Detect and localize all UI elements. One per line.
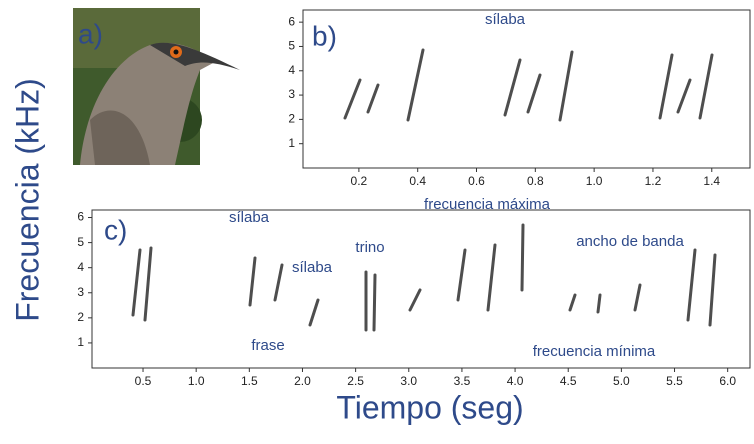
y-tick-label: 6 xyxy=(77,210,84,224)
spectrogram-trace xyxy=(698,53,714,120)
y-tick-label: 3 xyxy=(288,87,295,101)
y-tick-label: 5 xyxy=(77,235,84,249)
annotation: sílaba xyxy=(485,11,526,28)
x-tick-label: 2.5 xyxy=(347,374,364,388)
x-tick-label: 5.5 xyxy=(666,374,683,388)
spectrogram-trace xyxy=(248,256,257,307)
x-tick-label: 0.2 xyxy=(351,174,368,188)
y-tick-label: 2 xyxy=(77,310,84,324)
x-tick-label: 0.8 xyxy=(527,174,544,188)
spectrogram-trace xyxy=(143,246,153,322)
y-axis-label: Frecuencia (kHz) xyxy=(9,78,45,322)
annotation: trino xyxy=(355,239,384,256)
y-tick-label: 5 xyxy=(288,39,295,53)
spectrogram-trace xyxy=(366,83,380,114)
y-tick-label: 1 xyxy=(288,136,295,150)
spectrogram-trace xyxy=(308,298,320,327)
spectrogram-trace xyxy=(526,73,542,114)
bird-photo: a) xyxy=(73,8,240,165)
spectrogram-trace xyxy=(558,50,574,122)
spectrogram-trace xyxy=(676,78,692,114)
spectrogram-trace xyxy=(456,248,467,302)
annotation: frase xyxy=(251,337,284,354)
spectrogram-trace xyxy=(406,48,425,122)
annotation: sílaba xyxy=(229,209,270,226)
x-tick-label: 1.0 xyxy=(586,174,603,188)
y-tick-label: 3 xyxy=(77,285,84,299)
x-tick-label: 6.0 xyxy=(719,374,736,388)
spectrogram-trace xyxy=(708,253,717,327)
x-tick-label: 0.5 xyxy=(135,374,152,388)
spectrogram-trace xyxy=(408,288,422,312)
y-tick-label: 1 xyxy=(77,335,84,349)
annotation: frecuencia máxima xyxy=(424,196,551,213)
x-tick-label: 4.0 xyxy=(507,374,524,388)
spectrogram-trace xyxy=(520,223,525,292)
spectrogram-trace xyxy=(131,248,142,317)
x-tick-label: 2.0 xyxy=(294,374,311,388)
x-tick-label: 5.0 xyxy=(613,374,630,388)
y-tick-label: 4 xyxy=(77,260,84,274)
spectrogram-trace xyxy=(633,283,642,312)
spectrogram-trace xyxy=(343,78,362,120)
x-tick-label: 0.6 xyxy=(468,174,485,188)
x-tick-label: 3.5 xyxy=(454,374,471,388)
x-tick-label: 4.5 xyxy=(560,374,577,388)
x-tick-label: 1.4 xyxy=(703,174,720,188)
plot-frame xyxy=(302,9,751,169)
x-axis-label: Tiempo (seg) xyxy=(336,389,523,425)
panel-label: a) xyxy=(78,18,103,49)
y-tick-label: 4 xyxy=(288,63,295,77)
annotation: frecuencia mínima xyxy=(533,343,656,360)
annotation: sílaba xyxy=(292,259,333,276)
y-tick-label: 2 xyxy=(288,112,295,126)
panel-label: b) xyxy=(312,20,337,51)
spectrogram-trace xyxy=(568,293,577,312)
spectrogram-trace xyxy=(486,243,497,312)
x-tick-label: 1.2 xyxy=(645,174,662,188)
panel-label: c) xyxy=(104,214,127,245)
spectrogram-trace xyxy=(273,263,284,302)
spectrogram-trace xyxy=(686,248,697,322)
x-tick-label: 1.0 xyxy=(188,374,205,388)
y-tick-label: 6 xyxy=(288,14,295,28)
x-tick-label: 0.4 xyxy=(409,174,426,188)
spectrogram-trace xyxy=(596,293,602,314)
x-tick-label: 3.0 xyxy=(400,374,417,388)
annotation: ancho de banda xyxy=(576,233,684,250)
spectrogram-trace xyxy=(372,273,377,332)
spectrogram-trace xyxy=(503,58,522,117)
x-tick-label: 1.5 xyxy=(241,374,258,388)
spectrogram-trace xyxy=(658,53,674,120)
